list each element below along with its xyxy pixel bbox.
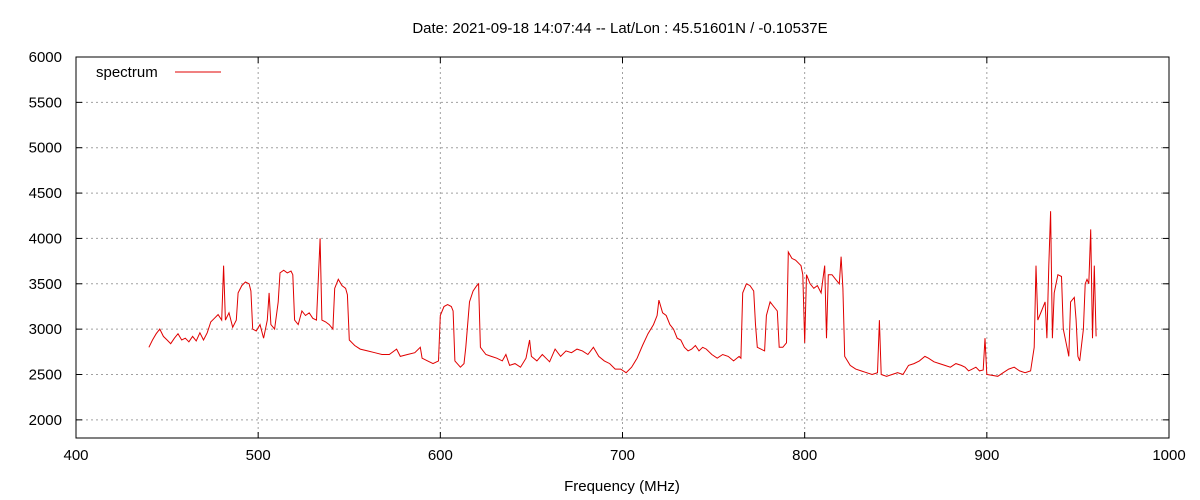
- y-tick-label: 5000: [29, 140, 62, 157]
- x-tick-label: 500: [246, 447, 271, 464]
- legend-label-spectrum: spectrum: [96, 64, 158, 81]
- y-tick-label: 3500: [29, 276, 62, 293]
- y-tick-label: 4500: [29, 185, 62, 202]
- legend: spectrum: [96, 64, 221, 81]
- x-tick-label: 1000: [1152, 447, 1185, 464]
- x-tick-label: 700: [610, 447, 635, 464]
- y-tick-label: 2500: [29, 367, 62, 384]
- chart-title: Date: 2021-09-18 14:07:44 -- Lat/Lon : 4…: [412, 20, 827, 37]
- y-tick-label: 2000: [29, 412, 62, 429]
- y-tick-label: 4000: [29, 230, 62, 247]
- x-tick-label: 800: [792, 447, 817, 464]
- y-tick-label: 6000: [29, 49, 62, 66]
- x-axis-label: Frequency (MHz): [564, 478, 680, 495]
- series-line-spectrum: [148, 211, 1097, 377]
- y-tick-label: 3000: [29, 321, 62, 338]
- x-tick-label: 600: [428, 447, 453, 464]
- x-tick-label: 900: [974, 447, 999, 464]
- axis-ticks: 400 500 600 700 800 900 1000 2000 2500 3000 3500 40…: [29, 49, 1186, 464]
- grid-layer: [76, 57, 1169, 438]
- data-layer: [148, 211, 1097, 377]
- y-tick-label: 5500: [29, 94, 62, 111]
- x-tick-label: 400: [63, 447, 88, 464]
